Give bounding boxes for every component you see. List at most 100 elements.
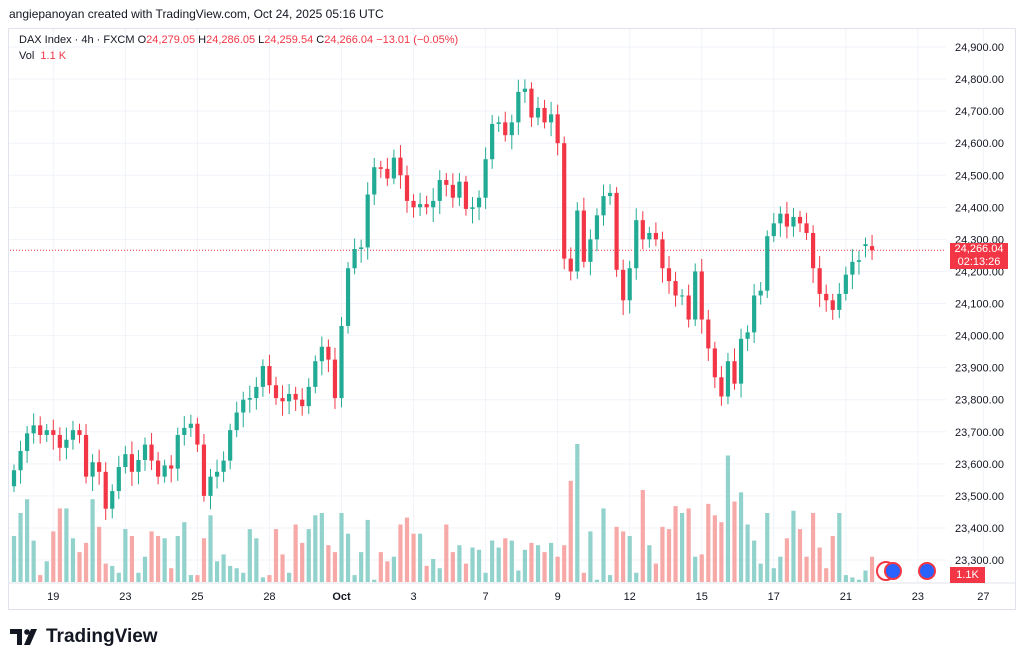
price-tick-label: 23,900.00 <box>955 363 1004 375</box>
candle-body <box>483 159 488 198</box>
candle-body <box>817 268 822 294</box>
candle-body <box>208 476 213 496</box>
candle-body <box>31 425 36 434</box>
volume-bar <box>70 538 76 582</box>
candle-body <box>57 434 62 448</box>
volume-bar <box>503 538 508 582</box>
grid-lines <box>9 29 984 582</box>
volume-bar <box>267 575 272 582</box>
volume-bar <box>594 579 600 582</box>
volume-bar <box>719 522 724 582</box>
price-axis: 24,900.00 24,800.00 24,700.00 24,600.00 24,5… <box>955 42 1004 567</box>
candle-body <box>97 462 102 472</box>
candle-body <box>418 204 423 208</box>
candle-body <box>568 258 573 272</box>
volume-bar <box>581 572 586 582</box>
volume-bar <box>752 540 757 582</box>
candle-body <box>562 143 567 259</box>
time-axis: 19 23 25 28 Oct 3 7 9 12 15 17 21 23 27 <box>9 582 1015 603</box>
candle-body <box>784 213 789 227</box>
candle-body <box>267 366 272 386</box>
volume-bar <box>568 480 573 582</box>
candle-body <box>273 385 279 399</box>
candle-body <box>830 300 835 310</box>
volume-bar <box>260 577 265 582</box>
volume-bar <box>391 556 396 582</box>
candle-body <box>136 459 141 472</box>
candle-body <box>712 348 717 378</box>
volume-bar <box>404 517 410 582</box>
candle-body <box>529 88 534 118</box>
candle-body <box>11 470 17 487</box>
candle-body <box>391 157 396 179</box>
volume-bar <box>699 554 704 582</box>
price-tick-label: 24,900.00 <box>955 42 1004 54</box>
candlesticks <box>11 79 875 520</box>
volume-bar <box>51 531 56 582</box>
volume-bar <box>837 513 842 582</box>
volume-bar <box>490 540 495 582</box>
volume-legend: Vol 1.1 K <box>19 50 66 62</box>
candle-body <box>175 434 180 469</box>
volume-bar <box>103 563 108 582</box>
volume-bar <box>797 529 803 582</box>
volume-bar <box>738 492 744 582</box>
tradingview-logo[interactable]: TradingView <box>10 626 158 648</box>
volume-bar <box>693 556 698 582</box>
time-tick-label: 21 <box>840 591 852 603</box>
volume-bar <box>188 575 193 582</box>
volume-bar <box>804 556 809 582</box>
volume-bar <box>228 565 233 582</box>
price-tick-label: 24,800.00 <box>955 74 1004 86</box>
candle-body <box>490 123 495 160</box>
volume-bar <box>496 547 501 582</box>
candle-body <box>404 175 410 201</box>
volume-bar <box>313 515 318 582</box>
volume-bar <box>293 524 298 582</box>
volume-bar <box>64 508 69 582</box>
volume-bar <box>627 536 632 582</box>
volume-bar <box>850 577 855 582</box>
candle-body <box>686 295 691 320</box>
volume-bar <box>706 503 711 582</box>
chart-credit: angiepanoyan created with TradingView.co… <box>9 7 384 21</box>
volume-bar <box>856 579 862 582</box>
open-value: 24,279.05 <box>146 34 196 46</box>
candle-body <box>522 88 527 92</box>
volume-bar <box>208 515 213 582</box>
volume-bar <box>169 568 174 582</box>
volume-bar <box>647 545 652 582</box>
time-tick-label: 3 <box>410 591 416 603</box>
volume-bar <box>136 572 141 582</box>
low-label: L <box>258 34 265 46</box>
candle-body <box>38 425 43 435</box>
volume-bar <box>575 444 580 582</box>
candle-body <box>123 454 128 468</box>
volume-bar <box>614 526 619 582</box>
candle-body <box>601 196 606 216</box>
volume-bar <box>378 552 383 582</box>
price-tick-label: 23,500.00 <box>955 491 1004 503</box>
low-value: 24,259.54 <box>264 34 314 46</box>
volume-bar <box>470 547 475 582</box>
volume-bar <box>843 575 848 582</box>
candle-body <box>509 122 514 136</box>
time-tick-label: 23 <box>119 591 131 603</box>
symbol-label[interactable]: DAX Index · 4h · FXCM <box>19 34 135 46</box>
candle-body <box>457 181 462 198</box>
candle-body <box>300 399 305 407</box>
candle-body <box>110 491 115 509</box>
candle-body <box>542 107 547 123</box>
volume-bar <box>562 545 567 582</box>
candle-body <box>660 239 665 269</box>
tradingview-logo-text: TradingView <box>46 626 158 647</box>
volume-bar <box>97 526 102 582</box>
price-tick-label: 24,700.00 <box>955 106 1004 118</box>
last-price-value: 24,266.04 <box>954 243 1004 255</box>
volume-bar <box>182 522 187 582</box>
volume-bar <box>332 552 338 582</box>
candle-body <box>103 471 108 509</box>
price-tick-label: 24,100.00 <box>955 299 1004 311</box>
candle-body <box>254 386 259 399</box>
